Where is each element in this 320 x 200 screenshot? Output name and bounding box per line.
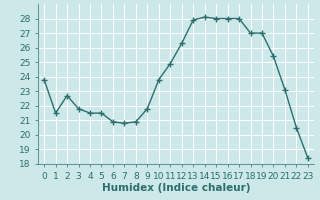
X-axis label: Humidex (Indice chaleur): Humidex (Indice chaleur) <box>102 183 250 193</box>
